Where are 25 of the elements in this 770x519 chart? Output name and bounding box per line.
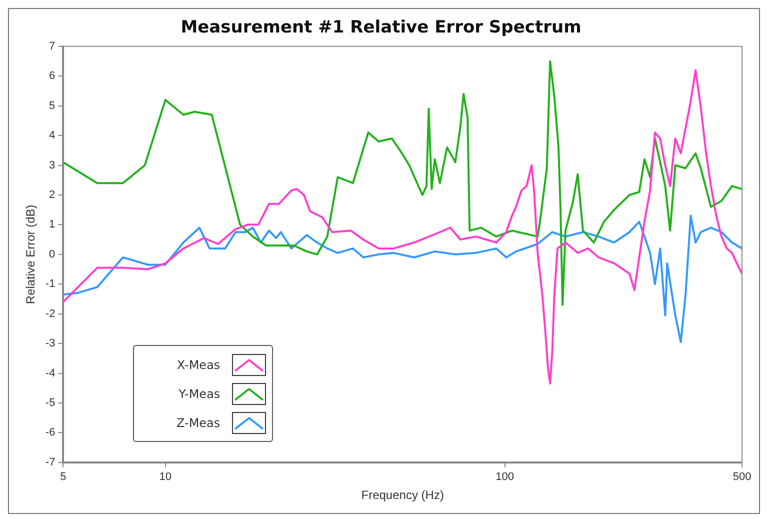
y-tick-label: 7 xyxy=(49,40,56,52)
legend-label: X-Meas xyxy=(176,358,220,372)
y-tick-label: 2 xyxy=(49,189,56,202)
y-tick-label: -7 xyxy=(45,456,56,468)
y-tick-label: -6 xyxy=(45,426,56,439)
x-tick-label: 10 xyxy=(159,471,172,484)
x-tick-label: 500 xyxy=(732,471,752,484)
legend-label: Z-Meas xyxy=(176,416,220,430)
y-tick-label: 6 xyxy=(49,70,56,82)
y-tick-label: -1 xyxy=(45,278,56,290)
y-tick-label: -5 xyxy=(45,397,56,410)
x-tick-label: 100 xyxy=(496,471,514,484)
y-tick-label: -3 xyxy=(45,338,56,350)
legend-label: Y-Meas xyxy=(178,386,220,401)
x-tick-label: 5 xyxy=(60,471,66,484)
y-tick-label: 1 xyxy=(49,218,56,231)
y-tick-label: 3 xyxy=(49,159,56,172)
y-axis-title: Relative Error (dB) xyxy=(24,204,38,304)
y-tick-label: -2 xyxy=(45,308,56,320)
chart-title: Measurement #1 Relative Error Spectrum xyxy=(180,18,582,38)
x-axis-title: Frequency (Hz) xyxy=(361,488,444,502)
y-tick-label: 0 xyxy=(49,248,56,260)
y-tick-label: 4 xyxy=(49,130,56,142)
y-tick-label: -4 xyxy=(45,367,56,380)
y-tick-label: 5 xyxy=(49,100,56,112)
